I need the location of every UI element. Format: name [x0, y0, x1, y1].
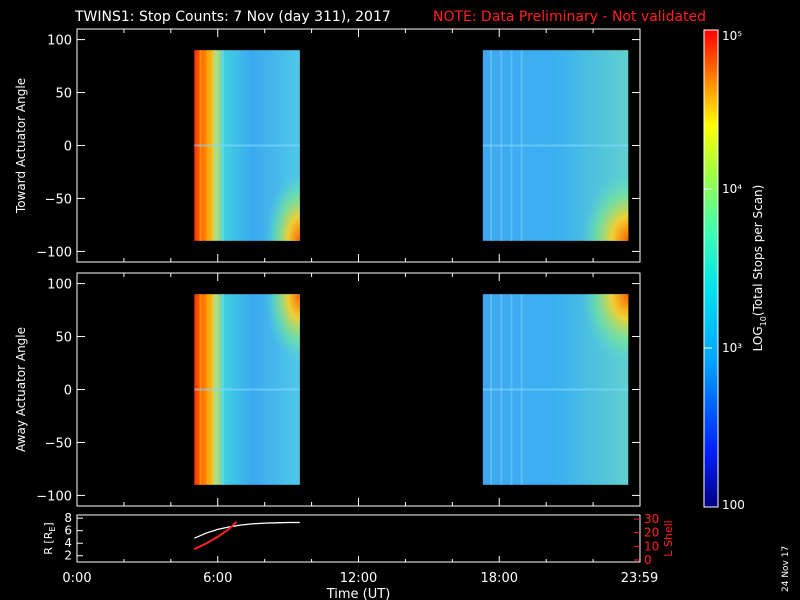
y-tick-label: 8	[64, 511, 72, 525]
y-tick-label: −50	[45, 192, 72, 207]
figure-title: TWINS1: Stop Counts: 7 Nov (day 311), 20…	[74, 9, 391, 25]
y2-tick-label: 30	[644, 512, 659, 526]
zero-band	[482, 388, 629, 391]
zero-band	[482, 144, 629, 147]
hot-corner	[241, 294, 300, 409]
zero-band	[194, 144, 300, 147]
date-stamp: 24 Nov 17	[781, 546, 791, 592]
hot-corner	[241, 126, 300, 241]
y-tick-label: −100	[36, 489, 72, 504]
y2-tick-label: 0	[644, 553, 652, 567]
heatmap-panel-1: 100 50 0 −50 −100 Toward Actuator Angle	[14, 28, 641, 263]
y2-tick-label: 20	[644, 526, 659, 540]
y-tick-label: 6	[64, 524, 72, 538]
colorbar-tick-label: 100	[722, 498, 745, 512]
zero-band	[194, 388, 300, 391]
hot-corner	[548, 126, 629, 241]
y-tick-label: 50	[55, 331, 72, 346]
r-axis-label: R [RE]	[42, 522, 57, 554]
y-axis-label: Toward Actuator Angle	[14, 78, 28, 214]
colorbar-gradient	[703, 29, 719, 508]
y-tick-label: 4	[64, 536, 72, 550]
heatmap-panel-2: 100 50 0 −50 −100 Away Actuator Angle	[14, 272, 641, 507]
y-axis-label: Away Actuator Angle	[14, 327, 28, 452]
x-tick-label: 18:00	[481, 571, 518, 586]
y-tick-label: 50	[55, 87, 72, 102]
hot-corner	[548, 294, 629, 409]
y-tick-label: 100	[47, 278, 72, 293]
y-tick-label: 0	[64, 384, 72, 399]
x-tick-label: 0:00	[62, 571, 91, 586]
y-tick-label: 100	[47, 34, 72, 49]
colorbar-tick-label: 10⁵	[722, 29, 742, 43]
r-series-line	[194, 521, 300, 539]
x-axis-label: Time (UT)	[326, 587, 391, 600]
lshell-axis-label: L Shell	[662, 520, 675, 556]
preliminary-note: NOTE: Data Preliminary - Not validated	[433, 9, 706, 25]
y-tick-label: −50	[45, 436, 72, 451]
y2-tick-label: 10	[644, 539, 659, 553]
x-tick-label: 6:00	[203, 571, 232, 586]
y-tick-label: 0	[64, 140, 72, 155]
colorbar-label: LOG10(Total Stops per Scan)	[751, 185, 768, 352]
x-tick-label: 12:00	[340, 571, 377, 586]
colorbar-tick-label: 10⁴	[722, 182, 742, 196]
colorbar: 100 10³ 10⁴ 10⁵ LOG10(Total Stops per Scan)	[703, 29, 768, 512]
colorbar-tick-label: 10³	[722, 341, 742, 355]
plot-frame	[76, 514, 641, 563]
lshell-series-line	[193, 521, 238, 550]
y-tick-label: −100	[36, 245, 72, 260]
x-tick-label: 23:59	[621, 571, 658, 586]
y-tick-label: 2	[64, 549, 72, 563]
